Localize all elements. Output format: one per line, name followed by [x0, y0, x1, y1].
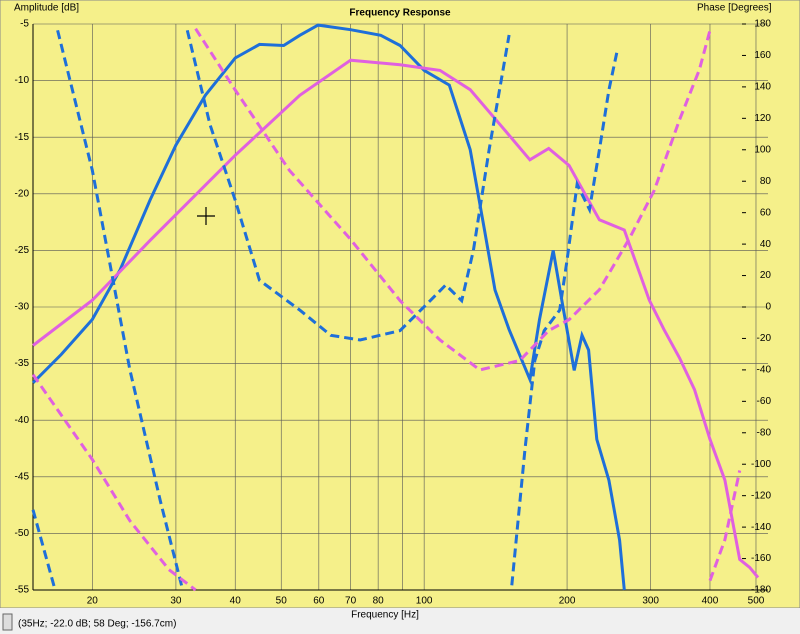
y-tick-label: -35 — [15, 358, 30, 369]
y-tick-label: -15 — [15, 132, 30, 143]
y-tick-label: -5 — [20, 19, 29, 30]
y-tick-label: -25 — [15, 245, 30, 256]
y2-tick-label: 100 — [754, 144, 771, 155]
y-tick-label: -10 — [15, 75, 30, 86]
chart-title: Frequency Response — [349, 8, 451, 19]
x-tick-label: 100 — [416, 596, 433, 607]
y2-tick-label: -80 — [757, 427, 772, 438]
y2-tick-label: 80 — [760, 176, 772, 187]
y2-tick-label: -120 — [751, 490, 771, 501]
x-tick-label: 40 — [230, 596, 242, 607]
y2-tick-label: 160 — [754, 50, 771, 61]
series-line — [31, 27, 742, 592]
x-axis-label: Frequency [Hz] — [351, 610, 419, 621]
x-tick-label: 300 — [642, 596, 659, 607]
y-tick-label: -50 — [15, 528, 30, 539]
y2-tick-label: 140 — [754, 82, 771, 93]
y2-tick-label: -160 — [751, 553, 771, 564]
series-line — [32, 58, 760, 579]
y2-tick-label: 20 — [760, 270, 772, 281]
y-tick-label: -40 — [15, 415, 30, 426]
y-tick-label: -20 — [15, 188, 30, 199]
status-text: (35Hz; -22.0 dB; 58 Deg; -156.7cm) — [18, 619, 176, 630]
cursor — [197, 207, 215, 225]
y2-tick-label: -180 — [751, 585, 771, 596]
x-tick-label: 20 — [87, 596, 99, 607]
y2-axis-label: Phase [Degrees] — [697, 3, 772, 14]
y2-tick-label: 40 — [760, 239, 772, 250]
y2-tick-label: -100 — [751, 459, 771, 470]
status-icon[interactable] — [2, 613, 13, 631]
x-tick-label: 70 — [345, 596, 357, 607]
y2-tick-label: 180 — [754, 19, 771, 30]
y2-tick-label: -20 — [757, 333, 772, 344]
y-axis-label: Amplitude [dB] — [14, 3, 79, 14]
x-tick-label: 80 — [373, 596, 385, 607]
x-tick-label: 30 — [170, 596, 182, 607]
x-tick-label: 50 — [276, 596, 288, 607]
y-tick-label: -45 — [15, 471, 30, 482]
y2-tick-label: 120 — [754, 113, 771, 124]
y-tick-label: -55 — [15, 585, 30, 596]
x-tick-label: 60 — [313, 596, 325, 607]
x-tick-label: 500 — [748, 596, 765, 607]
series-line — [31, 23, 626, 591]
x-tick-label: 400 — [702, 596, 719, 607]
chart-background — [0, 0, 800, 609]
y2-tick-label: -40 — [757, 365, 772, 376]
y2-tick-label: -140 — [751, 522, 771, 533]
y2-tick-label: 0 — [765, 302, 771, 313]
y2-tick-label: -60 — [757, 396, 772, 407]
status-bar — [0, 608, 800, 634]
y2-tick-label: 60 — [760, 207, 772, 218]
y-tick-label: -30 — [15, 302, 30, 313]
x-tick-label: 200 — [559, 596, 576, 607]
